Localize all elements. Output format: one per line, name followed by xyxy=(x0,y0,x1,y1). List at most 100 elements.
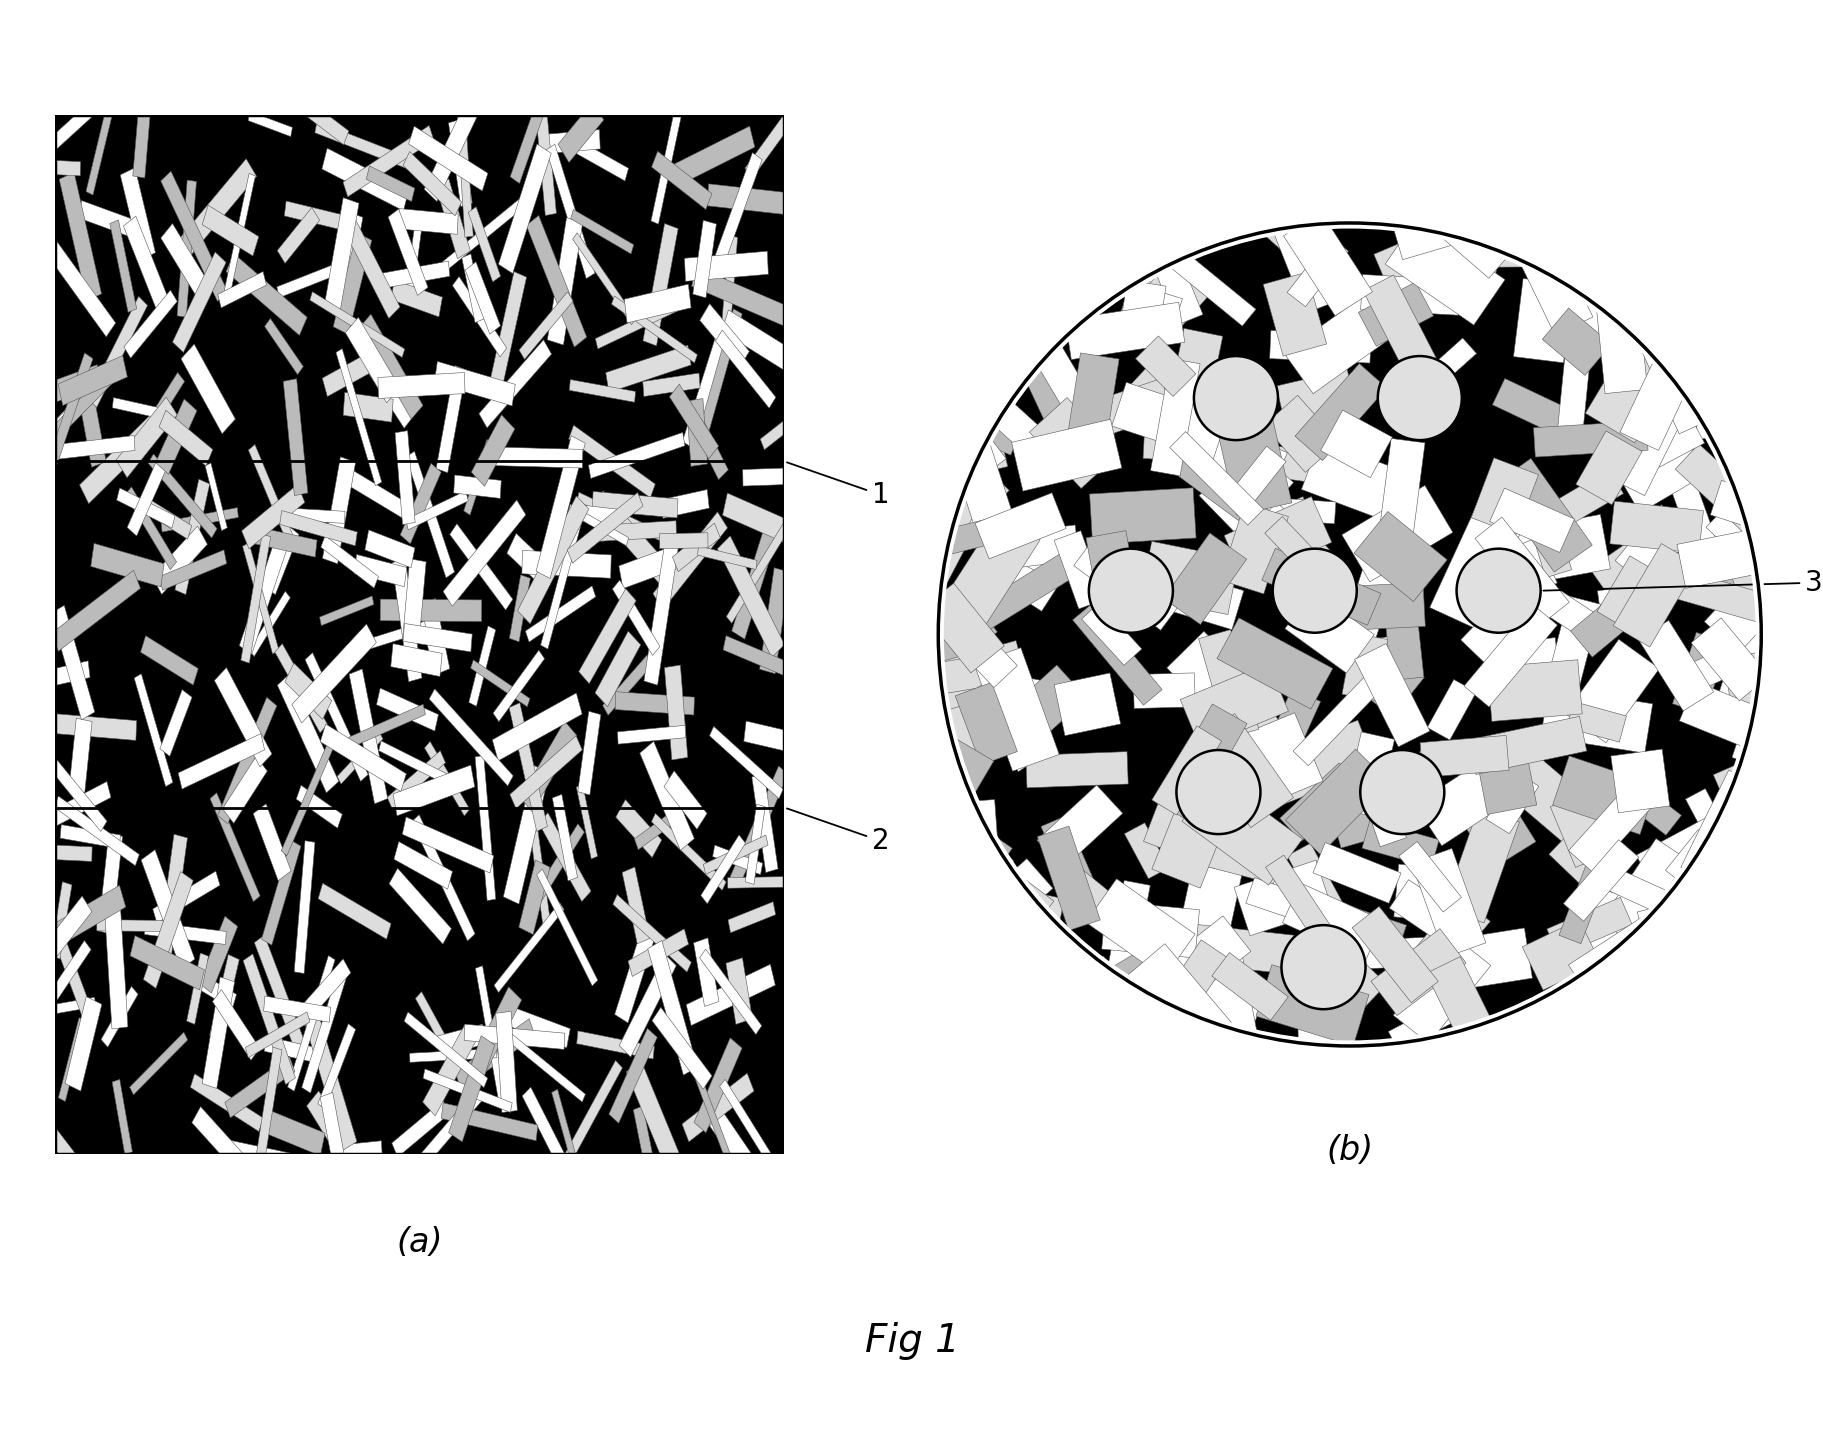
Bar xyxy=(275,643,328,733)
Bar xyxy=(104,898,128,1030)
Bar xyxy=(700,1096,767,1194)
Bar xyxy=(392,559,421,682)
Bar xyxy=(942,513,1039,626)
Bar xyxy=(569,425,654,497)
Bar xyxy=(1283,297,1391,394)
Bar xyxy=(55,714,137,740)
Bar xyxy=(1705,460,1797,554)
Bar xyxy=(1579,888,1633,957)
Bar xyxy=(1513,278,1571,363)
Bar xyxy=(1533,421,1648,457)
Bar xyxy=(715,330,775,408)
Bar xyxy=(536,435,585,578)
Bar xyxy=(146,372,184,433)
Bar xyxy=(1437,929,1531,992)
Circle shape xyxy=(1176,750,1260,833)
Bar xyxy=(1313,583,1424,632)
Bar xyxy=(625,1060,680,1169)
Bar xyxy=(651,151,711,209)
Bar xyxy=(744,721,809,757)
Bar xyxy=(618,955,676,1057)
Bar xyxy=(392,1100,448,1156)
Bar xyxy=(696,309,742,447)
Bar xyxy=(1632,934,1715,1031)
Bar xyxy=(492,650,545,721)
Bar xyxy=(51,881,71,959)
Bar xyxy=(465,262,500,335)
Bar xyxy=(140,849,195,969)
Bar xyxy=(479,340,551,428)
Bar xyxy=(1362,275,1440,382)
Bar xyxy=(1303,963,1385,1047)
Bar xyxy=(250,591,290,656)
Bar xyxy=(113,398,162,418)
Bar xyxy=(1101,901,1200,957)
Bar xyxy=(1021,691,1090,724)
Bar xyxy=(476,966,507,1107)
Bar xyxy=(1551,756,1655,835)
Bar xyxy=(685,965,775,1025)
Bar xyxy=(368,362,412,428)
Bar xyxy=(1132,673,1194,708)
Bar xyxy=(1683,554,1801,624)
Bar xyxy=(1263,395,1338,473)
Bar xyxy=(560,1060,622,1172)
Bar xyxy=(1550,793,1610,868)
Bar xyxy=(359,314,423,420)
Bar xyxy=(614,923,656,1022)
Bar xyxy=(1313,842,1400,903)
Bar xyxy=(634,806,684,849)
Bar xyxy=(1201,424,1293,510)
Bar xyxy=(392,766,474,816)
Bar xyxy=(509,575,530,642)
Bar xyxy=(129,1032,188,1094)
Bar xyxy=(1604,867,1668,914)
Bar xyxy=(1522,198,1591,254)
Bar xyxy=(403,623,472,652)
Bar xyxy=(1398,842,1460,911)
Bar xyxy=(693,221,716,298)
Bar xyxy=(334,232,372,335)
Bar xyxy=(970,859,1054,939)
Bar xyxy=(343,125,434,198)
Bar xyxy=(1675,927,1734,963)
Bar xyxy=(1593,397,1681,496)
Bar xyxy=(1331,937,1437,970)
Bar xyxy=(1314,906,1354,986)
Bar xyxy=(627,929,689,976)
Bar xyxy=(660,532,707,548)
Bar xyxy=(1285,750,1389,855)
Bar xyxy=(1123,823,1169,878)
Bar xyxy=(1613,505,1694,588)
Bar xyxy=(397,209,458,235)
Bar xyxy=(1026,277,1103,349)
Bar xyxy=(1612,544,1697,647)
Bar xyxy=(727,875,819,888)
Bar xyxy=(1088,487,1196,544)
Circle shape xyxy=(1088,548,1172,633)
Bar xyxy=(408,127,487,190)
Bar xyxy=(576,784,598,859)
Bar xyxy=(1190,924,1309,976)
Bar xyxy=(1088,554,1159,623)
Bar xyxy=(419,598,450,675)
Bar xyxy=(153,871,221,923)
Bar xyxy=(1393,937,1489,1044)
Bar xyxy=(902,774,975,846)
Bar xyxy=(1205,779,1247,835)
Bar xyxy=(912,609,997,682)
Bar xyxy=(1493,515,1610,588)
Bar xyxy=(1010,665,1087,740)
Bar xyxy=(1287,236,1347,307)
Bar xyxy=(204,463,228,531)
Bar xyxy=(957,913,1028,1024)
Text: Fig 1: Fig 1 xyxy=(864,1322,959,1360)
Bar xyxy=(1190,714,1293,828)
Bar xyxy=(1066,353,1119,447)
Bar xyxy=(319,596,374,626)
Bar xyxy=(1679,681,1774,753)
Bar xyxy=(1121,216,1169,277)
Bar xyxy=(1692,942,1788,1002)
Bar xyxy=(1488,228,1591,267)
Bar xyxy=(1684,789,1750,884)
